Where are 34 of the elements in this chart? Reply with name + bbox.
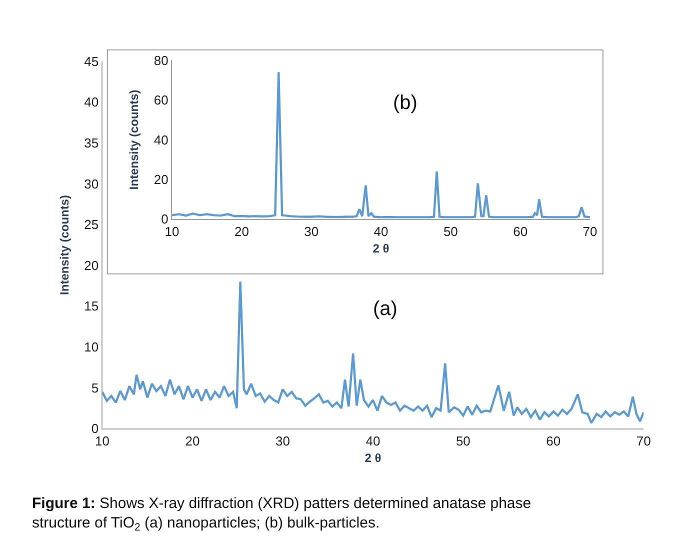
x-tick-label: 30 <box>275 433 290 448</box>
y-tick-label: 80 <box>154 52 168 68</box>
y-tick-label: 0 <box>91 421 99 436</box>
y-tick-label: 40 <box>154 132 168 148</box>
x-tick-label: 50 <box>456 433 470 448</box>
y-tick-label: 20 <box>84 258 99 273</box>
y-tick-label: 25 <box>84 217 99 232</box>
y-tick-label: 45 <box>84 54 99 69</box>
y-tick-label: 35 <box>84 135 99 150</box>
x-tick-label: 40 <box>374 224 388 239</box>
y-tick-label: 20 <box>154 172 168 187</box>
x-axis-title: 2 θ <box>364 451 382 466</box>
line-series <box>102 280 644 424</box>
caption: Figure 1: Shows X-ray diffraction (XRD) patters determined anatase phase structure of TiO$_{2}$ (a) nanoparticles; (b) bulk-particles. <box>32 495 532 534</box>
x-tick-label: 30 <box>304 224 319 239</box>
x-tick-label: 70 <box>582 224 598 239</box>
x-tick-label: 20 <box>185 433 200 448</box>
y-tick-label: 60 <box>154 92 168 108</box>
y-tick-label: 15 <box>84 298 99 314</box>
x-tick-label: 20 <box>234 224 249 239</box>
y-axis-title: Intensity (counts) <box>57 194 72 295</box>
annotation: (b) <box>393 92 418 114</box>
y-tick-label: 5 <box>91 380 99 396</box>
y-tick-label: 40 <box>84 94 99 110</box>
annotation: (a) <box>373 298 398 320</box>
y-axis-title: Intensity (counts) <box>127 90 142 190</box>
x-tick-label: 40 <box>366 433 380 448</box>
y-tick-label: 10 <box>84 340 99 355</box>
x-tick-label: 70 <box>636 433 651 448</box>
x-tick-label: 60 <box>513 224 528 239</box>
x-tick-label: 50 <box>443 224 458 239</box>
x-axis-title: 2 θ <box>372 242 390 256</box>
y-tick-label: 30 <box>84 176 99 192</box>
x-tick-label: 60 <box>546 433 561 448</box>
